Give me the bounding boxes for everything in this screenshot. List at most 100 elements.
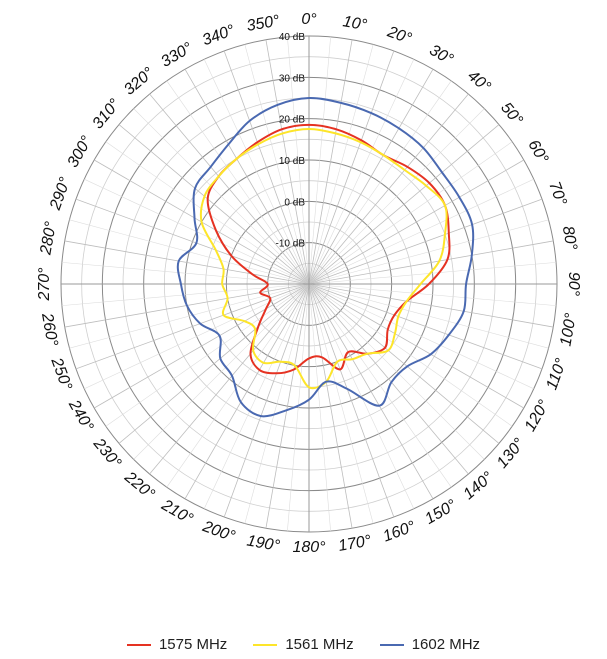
grid-spoke — [308, 141, 513, 285]
angle-tick-label: 0° — [301, 11, 317, 28]
angle-tick-label: 50° — [497, 99, 526, 129]
grid-spoke — [184, 283, 310, 499]
grid-spoke — [308, 283, 513, 427]
legend-item: 1575 MHz — [126, 636, 227, 653]
radial-tick-label: 20 dB — [279, 115, 305, 126]
grid-spoke — [166, 283, 310, 488]
grid-spoke — [308, 283, 500, 444]
grid-spoke — [308, 283, 415, 509]
grid-spoke — [308, 69, 434, 285]
grid-spoke — [118, 124, 310, 285]
angle-tick-label: 80° — [559, 225, 580, 252]
series-line-1575-mhz — [206, 123, 451, 375]
radial-tick-label: 40 dB — [279, 32, 305, 43]
angle-tick-label: 30° — [426, 42, 456, 69]
grid-spoke — [118, 283, 310, 444]
grid-spoke — [61, 283, 310, 306]
grid-spoke — [308, 283, 524, 409]
grid-spoke — [203, 283, 310, 509]
angle-tick-label: 270° — [36, 267, 53, 302]
angle-tick-label: 190° — [245, 532, 281, 555]
angle-tick-label: 20° — [384, 23, 414, 48]
legend-swatch — [253, 643, 278, 646]
radial-tick-label: 10 dB — [279, 156, 305, 167]
grid-spoke — [223, 50, 310, 285]
grid-spoke — [308, 283, 549, 349]
angle-tick-label: 220° — [121, 468, 159, 503]
angle-tick-label: 340° — [200, 22, 237, 50]
grid-spoke — [308, 80, 452, 285]
grid-spoke — [308, 39, 353, 285]
angle-tick-label: 70° — [545, 179, 569, 208]
angle-tick-label: 320° — [121, 64, 158, 99]
grid-spoke — [75, 198, 310, 285]
grid-spoke — [308, 219, 549, 285]
grid-spoke — [149, 93, 310, 285]
grid-spoke — [308, 283, 543, 370]
grid-spoke — [184, 69, 310, 285]
legend-swatch — [126, 643, 151, 646]
radial-tick-labels: -10 dB 0 dB 10 dB 20 dB 30 dB 40 dB — [276, 32, 306, 250]
legend-label: 1602 MHz — [411, 636, 481, 653]
grid-spoke — [308, 283, 395, 518]
angle-tick-label: 280° — [37, 220, 60, 257]
grid-spoke — [69, 283, 310, 349]
angle-tick-label: 240° — [64, 396, 96, 435]
angle-tick-label: 310° — [89, 96, 124, 133]
grid-spoke — [308, 124, 500, 285]
radial-tick-label: -10 dB — [276, 239, 306, 250]
angle-tick-label: 90° — [565, 272, 582, 297]
polar-chart: -10 dB 0 dB 10 dB 20 dB 30 dB 40 dB 0° 10° 20° 3… — [36, 11, 582, 556]
angle-tick-label: 210° — [158, 496, 197, 528]
grid-spoke — [308, 283, 374, 524]
grid-spoke — [308, 283, 353, 529]
angle-tick-label: 60° — [524, 137, 551, 167]
grid-spoke — [308, 178, 534, 285]
grid-spoke — [223, 283, 310, 518]
radial-tick-label: 0 dB — [284, 197, 305, 208]
grid-spoke — [64, 240, 310, 285]
legend-item: 1602 MHz — [379, 636, 481, 653]
grid-spoke — [308, 59, 415, 285]
legend: 1575 MHz 1561 MHz 1602 MHz — [0, 636, 607, 653]
grid-spoke — [105, 283, 310, 427]
grid-spoke — [265, 39, 310, 285]
grid-spoke — [308, 108, 485, 285]
angle-tick-label: 250° — [47, 355, 75, 393]
angle-tick-label: 110° — [543, 356, 570, 392]
grid-spoke — [308, 283, 452, 488]
polar-grid — [60, 35, 558, 533]
grid-spoke — [308, 283, 434, 499]
angle-tick-label: 10° — [341, 13, 368, 34]
angle-tick-label: 230° — [89, 435, 124, 473]
grid-spoke — [105, 141, 310, 285]
angle-tick-label: 260° — [38, 311, 61, 348]
grid-spoke — [308, 283, 485, 460]
angle-tick-label: 100° — [557, 311, 580, 347]
angle-tick-label: 40° — [464, 67, 494, 96]
grid-spoke — [308, 36, 331, 285]
grid-spoke — [244, 283, 310, 524]
grid-spoke — [308, 283, 469, 475]
radial-tick-label: 30 dB — [279, 73, 305, 84]
grid-spoke — [84, 283, 310, 390]
angle-tick-label: 350° — [245, 12, 281, 35]
series-line-1602-mhz — [176, 96, 475, 418]
grid-spoke — [94, 283, 310, 409]
grid-spoke — [308, 283, 557, 306]
grid-spoke — [308, 283, 534, 390]
grid-spoke — [203, 59, 310, 285]
legend-item: 1561 MHz — [253, 636, 354, 653]
angle-tick-label: 140° — [460, 468, 497, 503]
grid-spoke — [308, 262, 557, 285]
grid-spoke — [75, 283, 310, 370]
grid-spoke — [287, 283, 310, 532]
legend-swatch — [379, 643, 404, 646]
grid-spoke — [133, 283, 310, 460]
legend-label: 1561 MHz — [285, 636, 354, 653]
grid-spoke — [308, 283, 331, 532]
grid-spoke — [244, 44, 310, 285]
angle-tick-label: 290° — [47, 175, 75, 213]
grid-spoke — [308, 198, 543, 285]
angle-tick-label: 130° — [494, 435, 529, 472]
